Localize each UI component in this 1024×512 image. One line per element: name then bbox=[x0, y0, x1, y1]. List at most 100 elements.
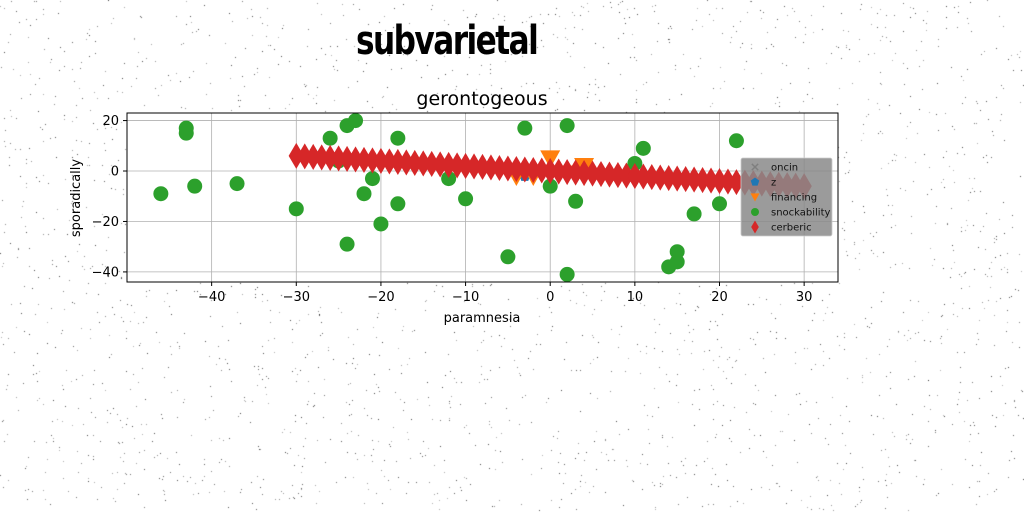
snockability-point bbox=[728, 133, 744, 149]
cerberic-point bbox=[635, 163, 651, 190]
cerberic-point bbox=[720, 168, 736, 195]
cerberic-point bbox=[398, 149, 414, 176]
cerberic-point bbox=[305, 143, 321, 170]
cerberic-point bbox=[593, 160, 609, 188]
legend-marker-financing bbox=[750, 193, 760, 202]
x-tick-label: −40 bbox=[198, 290, 225, 305]
snockability-point bbox=[559, 266, 575, 282]
snockability-point bbox=[568, 193, 584, 209]
legend-marker-snockability bbox=[751, 208, 759, 216]
legend-marker-z bbox=[750, 177, 760, 186]
figure-suptitle: subvarietal bbox=[356, 18, 539, 64]
x-tick-label: 30 bbox=[796, 290, 813, 305]
chart-title: gerontogeous bbox=[416, 88, 547, 110]
y-tick-label: 0 bbox=[111, 165, 119, 180]
legend-box bbox=[740, 157, 833, 237]
cerberic-point bbox=[347, 146, 364, 173]
cerberic-point bbox=[677, 166, 694, 193]
x-axis-label: paramnesia bbox=[444, 311, 521, 326]
x-tick-label: −30 bbox=[283, 290, 310, 305]
snockability-point bbox=[373, 216, 389, 232]
x-tick-label: 10 bbox=[627, 290, 644, 305]
snockability-point bbox=[187, 178, 203, 194]
snockability-point bbox=[390, 130, 406, 146]
cerberic-point bbox=[618, 162, 635, 189]
cerberic-point bbox=[525, 156, 541, 184]
series-snockability bbox=[153, 113, 744, 282]
legend-label-z: z bbox=[771, 178, 776, 189]
cerberic-point bbox=[584, 160, 601, 187]
cerberic-point bbox=[288, 142, 304, 169]
plot-frame bbox=[126, 112, 839, 283]
cerberic-point bbox=[339, 145, 355, 172]
cerberic-point bbox=[491, 154, 508, 182]
legend-label-oncin: oncin bbox=[771, 163, 798, 174]
cerberic-point bbox=[364, 147, 381, 174]
legend-marker-oncin-stroke bbox=[751, 163, 759, 171]
snockability-point bbox=[390, 196, 406, 212]
cerberic-point bbox=[356, 146, 372, 173]
cerberic-point bbox=[551, 158, 567, 185]
snockability-point bbox=[500, 249, 516, 265]
cerberic-point bbox=[601, 161, 618, 188]
cerberic-point bbox=[322, 144, 338, 171]
cerberic-point bbox=[297, 143, 313, 170]
y-tick-label: 20 bbox=[102, 114, 119, 129]
cerberic-point bbox=[694, 167, 711, 194]
legend-label-financing: financing bbox=[771, 193, 817, 204]
cerberic-point bbox=[517, 156, 533, 183]
cerberic-point bbox=[500, 155, 516, 182]
cerberic-point bbox=[686, 166, 702, 193]
cerberic-point bbox=[432, 151, 448, 178]
cerberic-point bbox=[314, 144, 330, 171]
snockability-point bbox=[559, 118, 575, 134]
snockability-point bbox=[712, 196, 727, 212]
cerberic-point bbox=[381, 148, 398, 175]
cerberic-point bbox=[508, 155, 525, 183]
y-tick-label: −20 bbox=[92, 215, 119, 230]
cerberic-point bbox=[390, 148, 406, 175]
cerberic-point bbox=[542, 157, 558, 185]
cerberic-point bbox=[466, 153, 482, 180]
snockability-point bbox=[458, 191, 474, 207]
snockability-point bbox=[322, 130, 338, 146]
snockability-point bbox=[288, 201, 304, 217]
snockability-point bbox=[635, 140, 651, 156]
cerberic-point bbox=[407, 149, 423, 176]
y-tick-label: −40 bbox=[92, 265, 119, 280]
x-tick-label: 0 bbox=[546, 290, 554, 305]
snockability-point bbox=[686, 206, 702, 222]
cerberic-point bbox=[652, 164, 668, 191]
snockability-point bbox=[364, 171, 380, 187]
cerberic-point bbox=[415, 150, 431, 177]
cerberic-point bbox=[440, 151, 457, 179]
legend-marker-cerberic bbox=[751, 220, 759, 234]
snockability-point bbox=[229, 176, 245, 192]
snockability-point bbox=[348, 113, 364, 129]
snockability-point bbox=[178, 125, 194, 141]
y-axis-label: sporadically bbox=[69, 159, 84, 237]
cerberic-point bbox=[567, 159, 584, 186]
cerberic-point bbox=[534, 157, 550, 184]
cerberic-point bbox=[728, 169, 745, 196]
snockability-point bbox=[339, 236, 355, 252]
cerberic-point bbox=[373, 147, 389, 174]
cerberic-point bbox=[559, 158, 575, 186]
axis-ticks: −40 −30 −20 −10 0 10 20 30 −40 −20 0 20 bbox=[92, 114, 813, 305]
legend-label-cerberic: cerberic bbox=[771, 223, 812, 234]
legend: oncin z financing snockability cerberic bbox=[740, 157, 833, 237]
cerberic-point bbox=[449, 152, 465, 179]
x-tick-label: −20 bbox=[367, 290, 394, 305]
snockability-point bbox=[441, 171, 457, 187]
snockability-point bbox=[356, 186, 372, 202]
x-tick-label: −10 bbox=[452, 290, 479, 305]
legend-label-snockability: snockability bbox=[771, 208, 831, 219]
cerberic-point bbox=[610, 162, 626, 189]
cerberic-point bbox=[483, 154, 499, 181]
snockability-point bbox=[517, 120, 533, 136]
cerberic-point bbox=[703, 167, 719, 194]
snockability-point bbox=[669, 254, 685, 270]
cerberic-point bbox=[474, 153, 491, 181]
x-tick-label: 20 bbox=[711, 290, 728, 305]
